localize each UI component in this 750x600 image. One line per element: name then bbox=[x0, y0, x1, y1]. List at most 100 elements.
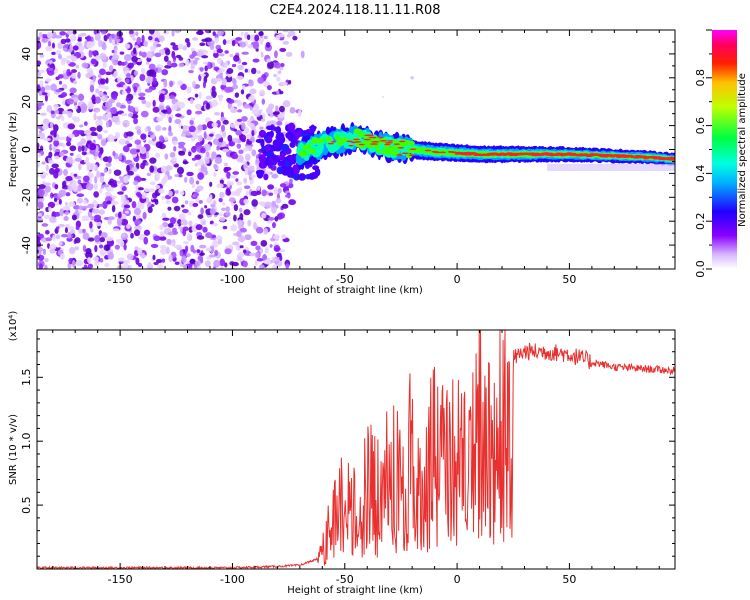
noise-point bbox=[210, 99, 219, 107]
noise-point bbox=[266, 58, 272, 63]
noise-point bbox=[137, 187, 144, 191]
noise-point bbox=[224, 166, 232, 171]
noise-point bbox=[94, 33, 101, 41]
noise-point bbox=[148, 30, 155, 35]
noise-point bbox=[145, 101, 152, 109]
isolated-point bbox=[410, 76, 414, 80]
noise-point bbox=[162, 30, 170, 35]
noise-point bbox=[131, 55, 138, 63]
noise-point bbox=[180, 219, 188, 226]
noise-point bbox=[107, 219, 112, 225]
noise-point bbox=[45, 237, 52, 242]
noise-point bbox=[117, 257, 125, 262]
noise-point bbox=[228, 244, 233, 250]
noise-point bbox=[250, 240, 258, 246]
noise-point bbox=[272, 258, 279, 262]
band-point bbox=[386, 140, 394, 142]
noise-point bbox=[261, 189, 267, 197]
noise-point bbox=[93, 183, 99, 191]
noise-point bbox=[238, 187, 243, 193]
noise-point bbox=[114, 48, 118, 55]
noise-point bbox=[143, 188, 151, 193]
noise-point bbox=[247, 44, 254, 49]
noise-point bbox=[250, 136, 255, 143]
noise-point bbox=[189, 258, 195, 264]
noise-point bbox=[158, 48, 166, 55]
cluster-point bbox=[269, 144, 278, 152]
noise-point bbox=[195, 224, 203, 231]
noise-point bbox=[213, 259, 221, 268]
noise-point bbox=[237, 109, 243, 113]
bottom-y-tick-label: 1.0 bbox=[20, 432, 33, 450]
noise-point bbox=[156, 43, 162, 47]
noise-point bbox=[106, 200, 112, 205]
noise-point bbox=[126, 73, 131, 77]
noise-point bbox=[199, 67, 204, 72]
noise-point bbox=[243, 147, 250, 152]
noise-point bbox=[126, 86, 131, 94]
noise-point bbox=[228, 142, 234, 147]
noise-point bbox=[141, 99, 147, 105]
noise-point bbox=[154, 67, 159, 72]
noise-point bbox=[94, 96, 101, 104]
noise-point bbox=[145, 152, 150, 159]
noise-point bbox=[129, 148, 138, 155]
noise-point bbox=[242, 84, 246, 91]
noise-point bbox=[41, 38, 48, 43]
noise-point bbox=[37, 217, 44, 223]
band-point bbox=[331, 140, 336, 143]
noise-point bbox=[85, 73, 92, 79]
noise-point bbox=[214, 37, 219, 44]
noise-point bbox=[202, 226, 208, 233]
noise-point bbox=[168, 190, 173, 197]
noise-point bbox=[52, 234, 56, 241]
noise-point bbox=[252, 109, 260, 113]
noise-point bbox=[96, 125, 103, 132]
noise-point bbox=[126, 223, 131, 229]
noise-point bbox=[53, 139, 60, 147]
band-point bbox=[348, 144, 354, 147]
noise-point bbox=[64, 215, 68, 221]
noise-point bbox=[216, 145, 220, 151]
noise-point bbox=[251, 199, 259, 207]
noise-point bbox=[168, 125, 172, 133]
noise-point bbox=[54, 35, 62, 39]
noise-point bbox=[149, 157, 157, 164]
noise-point bbox=[259, 126, 264, 130]
noise-point bbox=[149, 165, 155, 173]
noise-point bbox=[154, 199, 159, 205]
noise-point bbox=[222, 225, 228, 230]
noise-point bbox=[158, 90, 166, 95]
noise-point bbox=[243, 104, 251, 109]
noise-point bbox=[169, 95, 176, 100]
band-point bbox=[346, 140, 354, 143]
noise-point bbox=[129, 105, 135, 113]
noise-point bbox=[204, 260, 211, 268]
noise-point bbox=[189, 119, 194, 125]
noise-point bbox=[285, 263, 290, 269]
noise-point bbox=[139, 73, 146, 82]
noise-point bbox=[94, 235, 101, 243]
noise-point bbox=[269, 110, 274, 118]
noise-point bbox=[133, 86, 137, 93]
noise-point bbox=[249, 106, 253, 111]
noise-point bbox=[72, 80, 78, 85]
noise-point bbox=[134, 246, 139, 251]
noise-point bbox=[86, 67, 94, 75]
noise-point bbox=[212, 52, 219, 59]
noise-point bbox=[82, 232, 90, 240]
noise-point bbox=[213, 66, 220, 71]
noise-point bbox=[233, 204, 239, 212]
noise-point bbox=[77, 179, 82, 185]
noise-point bbox=[98, 68, 106, 76]
noise-point bbox=[260, 118, 266, 122]
noise-point bbox=[47, 243, 51, 249]
noise-point bbox=[239, 134, 247, 142]
noise-point bbox=[255, 245, 261, 251]
bottom-x-tick-label: -150 bbox=[108, 573, 133, 586]
noise-point bbox=[244, 68, 248, 73]
noise-point bbox=[222, 39, 227, 45]
noise-point bbox=[100, 139, 107, 147]
noise-point bbox=[224, 50, 229, 54]
noise-point bbox=[211, 239, 219, 248]
